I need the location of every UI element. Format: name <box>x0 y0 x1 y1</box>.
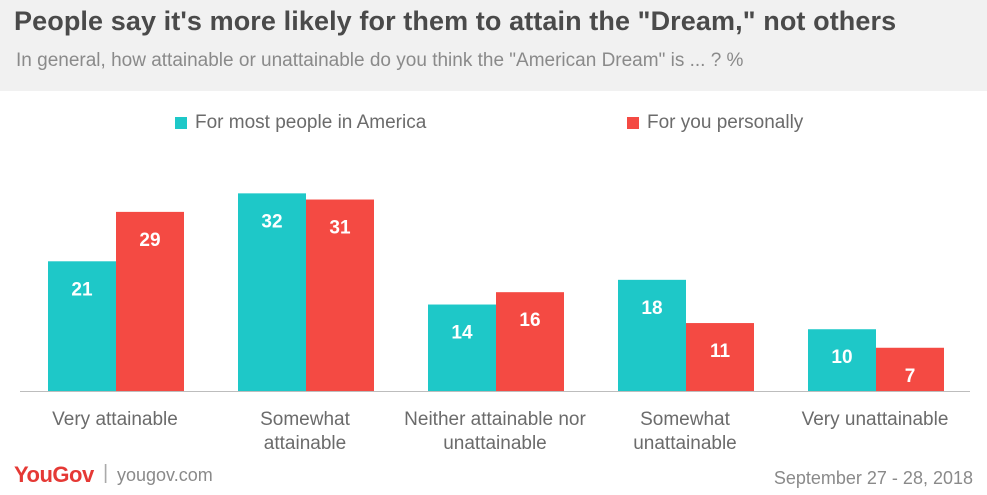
category-label-very-unattainable: Very unattainable <box>801 409 949 430</box>
bar-series1-cat3 <box>428 304 496 391</box>
legend-item-series-2: For you personally <box>627 112 803 134</box>
data-label-series1-cat1: 21 <box>71 279 93 300</box>
chart-title: People say it's more likely for them to … <box>14 6 897 36</box>
bar-series1-cat2 <box>238 193 306 391</box>
category-label-neither: Neither attainable nor unattainable <box>404 409 586 454</box>
footer-date: September 27 - 28, 2018 <box>773 468 973 488</box>
bar-series2-cat5 <box>876 347 944 391</box>
data-label-series1-cat4: 18 <box>641 298 662 319</box>
data-label-series2-cat4: 11 <box>710 341 731 362</box>
bar-series1-cat4 <box>618 279 686 391</box>
legend-label-series-1: For most people in America <box>195 112 427 133</box>
bar-series1-cat1 <box>48 261 116 391</box>
bar-series1-cat5 <box>808 329 876 391</box>
category-label-somewhat-unattainable: Somewhat unattainable <box>633 409 737 454</box>
category-label-somewhat-attainable: Somewhat attainable <box>260 409 350 454</box>
header-band: People say it's more likely for them to … <box>0 0 987 91</box>
bar-series2-cat3 <box>496 292 564 391</box>
footer-site-link[interactable]: yougov.com <box>117 465 213 485</box>
bar-series2-cat4 <box>686 323 754 391</box>
legend-item-series-1: For most people in America <box>175 112 426 134</box>
data-label-series2-cat5: 7 <box>905 366 916 387</box>
chart-subtitle: In general, how attainable or unattainab… <box>16 50 744 71</box>
legend-swatch-series-2 <box>627 117 639 129</box>
category-label-very-attainable: Very attainable <box>52 409 178 430</box>
data-label-series1-cat3: 14 <box>451 323 473 344</box>
data-label-series2-cat1: 29 <box>139 230 160 251</box>
data-label-series1-cat2: 32 <box>261 211 282 232</box>
yougov-logo: YouGov <box>14 462 94 487</box>
footer-separator: | <box>103 462 109 484</box>
data-label-series2-cat3: 16 <box>519 310 540 331</box>
bar-series2-cat2 <box>306 199 374 391</box>
legend-swatch-series-1 <box>175 117 187 129</box>
bar-series2-cat1 <box>116 211 184 391</box>
data-label-series1-cat5: 10 <box>831 347 852 368</box>
legend-label-series-2: For you personally <box>647 112 804 133</box>
data-label-series2-cat2: 31 <box>329 218 351 239</box>
